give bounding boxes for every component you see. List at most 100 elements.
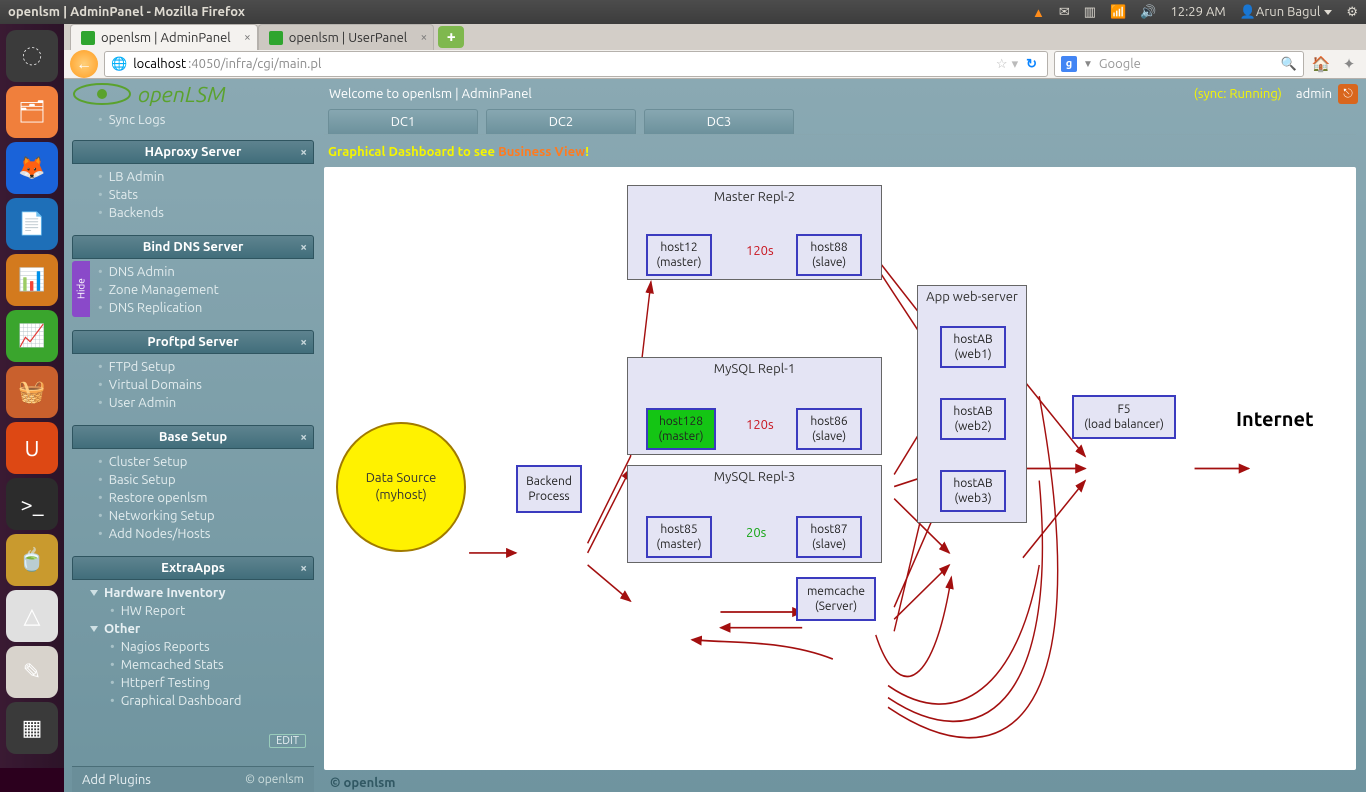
- launcher-writer[interactable]: 📄: [6, 198, 58, 250]
- business-view-link[interactable]: Business View: [498, 145, 585, 159]
- dc-tab[interactable]: DC1: [328, 109, 478, 134]
- dc-tab[interactable]: DC3: [644, 109, 794, 134]
- topology-node[interactable]: F5(load balancer): [1072, 395, 1176, 439]
- launcher-dash[interactable]: ◌: [6, 30, 58, 82]
- url-bar[interactable]: 🌐 localhost:4050/infra/cgi/main.pl ☆ ▾ ↻: [104, 51, 1048, 77]
- launcher-firefox[interactable]: 🦊: [6, 142, 58, 194]
- clock[interactable]: 12:29 AM: [1170, 5, 1225, 19]
- search-icon[interactable]: 🔍: [1281, 57, 1297, 72]
- current-user[interactable]: admin: [1296, 87, 1332, 101]
- replication-delay: 120s: [746, 418, 774, 432]
- battery-icon[interactable]: ▥: [1084, 5, 1096, 20]
- sidebar-item[interactable]: Virtual Domains: [72, 376, 314, 394]
- sidebar-group-header[interactable]: Base Setup×: [72, 425, 314, 449]
- topology-node[interactable]: BackendProcess: [516, 465, 582, 513]
- topology-diagram: Data Source(myhost)BackendProcessMaster …: [324, 167, 1356, 770]
- sidebar-subheader[interactable]: Other: [72, 620, 314, 638]
- sidebar-item[interactable]: DNS Admin: [72, 263, 314, 281]
- edit-button[interactable]: EDIT: [269, 734, 306, 748]
- topology-node[interactable]: host87(slave): [796, 516, 862, 558]
- topology-node[interactable]: host86(slave): [796, 408, 862, 450]
- sidebar-item[interactable]: Backends: [72, 204, 314, 222]
- collapse-icon[interactable]: ×: [300, 146, 307, 159]
- sidebar-subheader[interactable]: Hardware Inventory: [72, 584, 314, 602]
- sidebar-group-header[interactable]: HAproxy Server×: [72, 140, 314, 164]
- back-button[interactable]: ←: [70, 50, 98, 78]
- close-icon[interactable]: ×: [244, 31, 251, 44]
- sidebar-item[interactable]: Cluster Setup: [72, 453, 314, 471]
- collapse-icon[interactable]: ×: [300, 336, 307, 349]
- vlc-tray-icon[interactable]: ▲: [1032, 5, 1045, 20]
- user-menu[interactable]: 👤 Arun Bagul: [1240, 5, 1333, 20]
- search-placeholder: Google: [1099, 57, 1141, 71]
- home-icon[interactable]: 🏠: [1310, 53, 1332, 75]
- group-label: App web-server: [918, 290, 1026, 304]
- browser-tab[interactable]: openlsm | AdminPanel×: [70, 24, 258, 50]
- sidebar-item[interactable]: Basic Setup: [72, 471, 314, 489]
- sidebar-item[interactable]: Httperf Testing: [72, 674, 314, 692]
- sidebar-item[interactable]: Add Nodes/Hosts: [72, 525, 314, 543]
- sync-status: (sync: Running): [1194, 87, 1282, 101]
- reload-icon[interactable]: ↻: [1026, 57, 1037, 72]
- launcher-software[interactable]: 🧺: [6, 366, 58, 418]
- sidebar-group-header[interactable]: Proftpd Server×: [72, 330, 314, 354]
- volume-icon[interactable]: 🔊: [1140, 5, 1156, 20]
- topology-node[interactable]: host128(master): [646, 408, 716, 450]
- launcher-workspace[interactable]: ▦: [6, 702, 58, 754]
- gear-icon[interactable]: ⚙: [1346, 5, 1358, 20]
- replication-delay: 120s: [746, 244, 774, 258]
- new-tab-button[interactable]: +: [438, 26, 464, 48]
- sidebar-item[interactable]: Nagios Reports: [72, 638, 314, 656]
- addons-icon[interactable]: ✦: [1338, 53, 1360, 75]
- sidebar-footer: EDIT: [72, 730, 314, 752]
- mail-icon[interactable]: ✉: [1059, 5, 1070, 20]
- launcher-calc[interactable]: 📈: [6, 310, 58, 362]
- browser-tab[interactable]: openlsm | UserPanel×: [258, 24, 435, 50]
- sidebar-item[interactable]: LB Admin: [72, 168, 314, 186]
- topology-group: MySQL Repl-1host128(master)host86(slave)…: [627, 357, 882, 455]
- sidebar-item[interactable]: Zone Management: [72, 281, 314, 299]
- close-icon[interactable]: ×: [420, 31, 427, 44]
- launcher-gedit[interactable]: ✎: [6, 646, 58, 698]
- launcher-ubuntu-one[interactable]: U: [6, 422, 58, 474]
- collapse-icon[interactable]: ×: [300, 241, 307, 254]
- sidebar-item-synclogs[interactable]: Sync Logs: [72, 109, 314, 133]
- app-logo[interactable]: openLSM: [64, 82, 324, 107]
- sidebar-item[interactable]: Restore openlsm: [72, 489, 314, 507]
- globe-icon: 🌐: [111, 57, 127, 72]
- datasource-node[interactable]: Data Source(myhost): [336, 422, 466, 552]
- topology-node[interactable]: memcache(Server): [796, 577, 876, 621]
- launcher-vlc[interactable]: △: [6, 590, 58, 642]
- launcher-terminal[interactable]: >_: [6, 478, 58, 530]
- network-icon[interactable]: 📶: [1110, 5, 1126, 20]
- add-plugins-bar[interactable]: Add Plugins © openlsm: [72, 766, 314, 792]
- sidebar-item[interactable]: Graphical Dashboard: [72, 692, 314, 710]
- topology-node[interactable]: host88(slave): [796, 234, 862, 276]
- topology-edge: [588, 469, 631, 553]
- sidebar-item[interactable]: Stats: [72, 186, 314, 204]
- star-icon[interactable]: ☆: [996, 57, 1008, 72]
- favicon-icon: [81, 31, 95, 45]
- sidebar-group-header[interactable]: Bind DNS Server×: [72, 235, 314, 259]
- topology-node[interactable]: host12(master): [646, 234, 712, 276]
- sidebar-item[interactable]: HW Report: [72, 602, 314, 620]
- sidebar-item[interactable]: Networking Setup: [72, 507, 314, 525]
- topology-node[interactable]: host85(master): [646, 516, 712, 558]
- topology-node[interactable]: hostAB(web3): [940, 470, 1006, 512]
- launcher-impress[interactable]: 📊: [6, 254, 58, 306]
- collapse-icon[interactable]: ×: [300, 431, 307, 444]
- sidebar-group-header[interactable]: ExtraApps×: [72, 556, 314, 580]
- topology-node[interactable]: hostAB(web1): [940, 326, 1006, 368]
- search-bar[interactable]: g ▼ Google 🔍: [1054, 51, 1304, 77]
- sidebar-item[interactable]: FTPd Setup: [72, 358, 314, 376]
- collapse-icon[interactable]: ×: [300, 562, 307, 575]
- launcher-tea[interactable]: 🍵: [6, 534, 58, 586]
- sidebar-item[interactable]: Memcached Stats: [72, 656, 314, 674]
- logout-icon[interactable]: ⎋: [1338, 84, 1358, 104]
- hide-tab[interactable]: Hide: [72, 261, 90, 317]
- launcher-files[interactable]: 🗂: [6, 86, 58, 138]
- dc-tab[interactable]: DC2: [486, 109, 636, 134]
- sidebar-item[interactable]: User Admin: [72, 394, 314, 412]
- topology-node[interactable]: hostAB(web2): [940, 398, 1006, 440]
- sidebar-item[interactable]: DNS Replication: [72, 299, 314, 317]
